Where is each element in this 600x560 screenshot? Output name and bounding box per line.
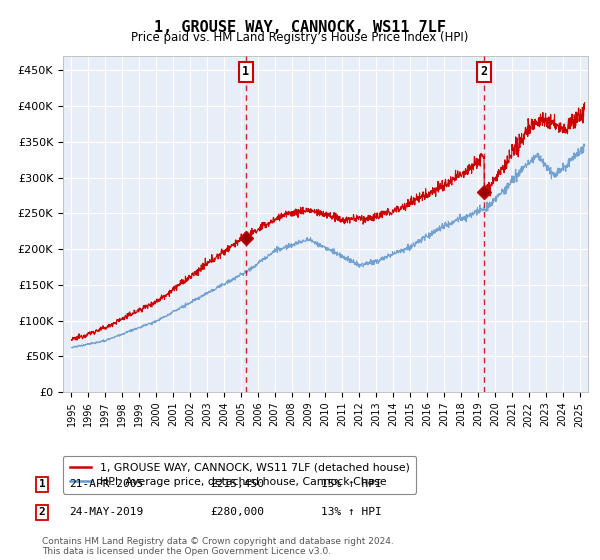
Text: 24-MAY-2019: 24-MAY-2019 <box>69 507 143 517</box>
Text: 1, GROUSE WAY, CANNOCK, WS11 7LF: 1, GROUSE WAY, CANNOCK, WS11 7LF <box>154 20 446 35</box>
Text: Contains HM Land Registry data © Crown copyright and database right 2024.: Contains HM Land Registry data © Crown c… <box>42 537 394 546</box>
Text: 21-APR-2005: 21-APR-2005 <box>69 479 143 489</box>
Text: Price paid vs. HM Land Registry’s House Price Index (HPI): Price paid vs. HM Land Registry’s House … <box>131 31 469 44</box>
Text: 2: 2 <box>481 65 488 78</box>
Legend: 1, GROUSE WAY, CANNOCK, WS11 7LF (detached house), HPI: Average price, detached : 1, GROUSE WAY, CANNOCK, WS11 7LF (detach… <box>63 456 416 493</box>
Text: 15% ↑ HPI: 15% ↑ HPI <box>321 479 382 489</box>
Text: £215,450: £215,450 <box>210 479 264 489</box>
Text: 1: 1 <box>242 65 250 78</box>
Text: 13% ↑ HPI: 13% ↑ HPI <box>321 507 382 517</box>
Text: £280,000: £280,000 <box>210 507 264 517</box>
Text: 2: 2 <box>38 507 46 517</box>
Text: 1: 1 <box>38 479 46 489</box>
Text: This data is licensed under the Open Government Licence v3.0.: This data is licensed under the Open Gov… <box>42 547 331 556</box>
